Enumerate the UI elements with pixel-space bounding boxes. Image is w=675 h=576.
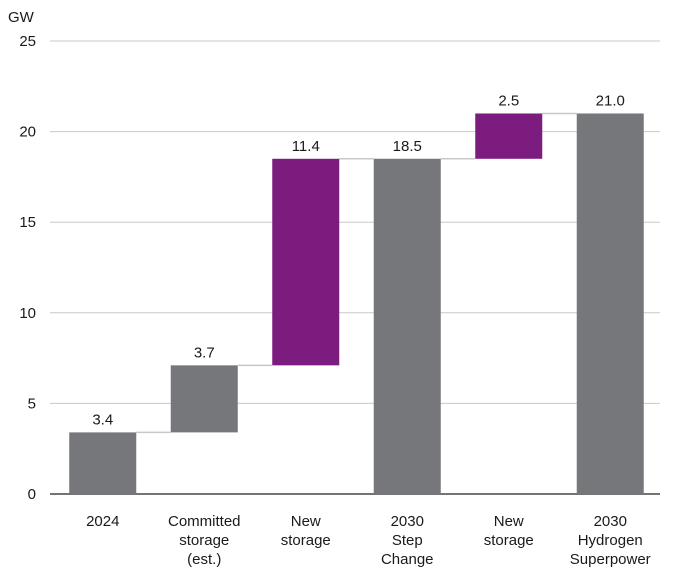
bar [373, 158, 441, 494]
category-label: Committed storage (est.) [168, 513, 241, 568]
bars [69, 113, 644, 494]
connectors [136, 112, 577, 434]
gridlines [50, 40, 660, 495]
y-tick-label: 20 [19, 124, 36, 141]
x-axis-categories: 2024 Committed storage (est.) New storage 2030… [86, 513, 651, 568]
data-label: 11.4 [292, 138, 320, 155]
bar [576, 113, 644, 494]
y-tick-label: 15 [19, 214, 36, 231]
category-label: 2024 [86, 513, 119, 530]
y-tick-label: 5 [28, 395, 36, 412]
data-labels: 3.4 3.7 11.4 18.5 2.5 21.0 [92, 92, 625, 428]
category-label: New storage [281, 513, 331, 549]
data-label: 18.5 [393, 138, 422, 155]
data-label: 3.7 [194, 344, 215, 361]
bar [170, 365, 238, 433]
bar [272, 158, 340, 366]
y-tick-label: 25 [19, 33, 36, 50]
data-label: 3.4 [92, 411, 113, 428]
y-tick-label: 10 [19, 305, 36, 322]
category-label: New storage [484, 513, 534, 549]
data-label: 2.5 [498, 92, 519, 109]
data-label: 21.0 [596, 92, 625, 109]
category-label: 2030 Hydrogen Superpower [570, 513, 651, 568]
y-axis-unit-label: GW [8, 9, 35, 26]
y-tick-label: 0 [28, 486, 36, 503]
category-label: 2030 Step Change [381, 513, 434, 568]
bar [475, 113, 543, 159]
bar [69, 432, 137, 494]
y-axis-ticks: 0 5 10 15 20 25 [19, 33, 36, 503]
